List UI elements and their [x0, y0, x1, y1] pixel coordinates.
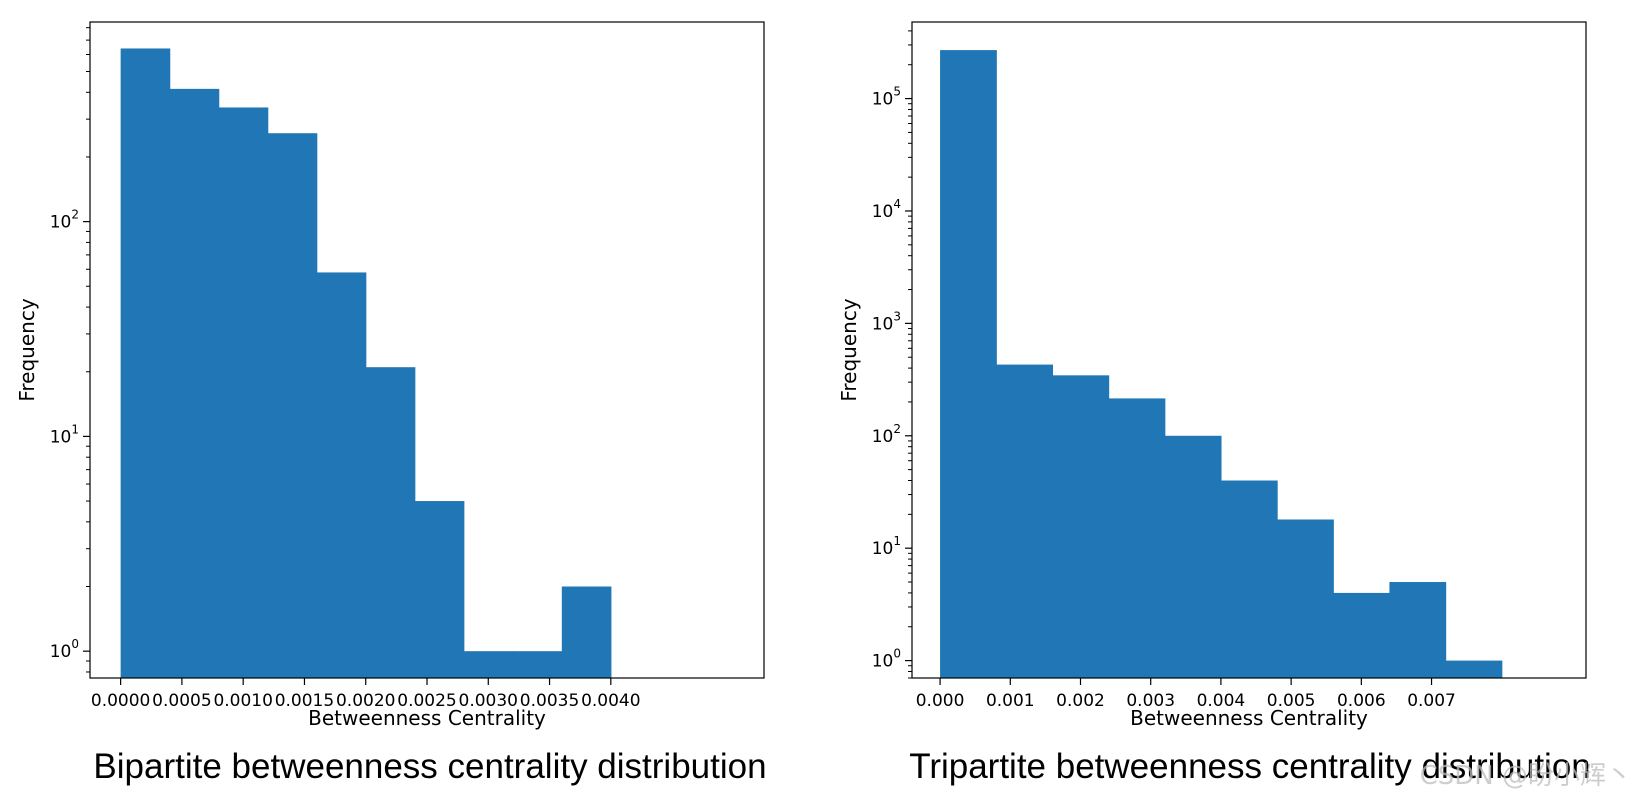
histogram-bar	[1277, 519, 1334, 678]
y-tick-label: 100	[872, 647, 901, 672]
histogram-bar	[169, 88, 220, 679]
chart-caption: Bipartite betweenness centrality distrib…	[93, 747, 766, 786]
x-tick-label: 0.0015	[275, 691, 334, 711]
x-tick-label: 0.0000	[91, 691, 150, 711]
x-tick-label: 0.002	[1056, 691, 1105, 711]
y-axis-label: Frequency	[837, 298, 861, 401]
x-tick-label: 0.0030	[459, 691, 518, 711]
y-tick-label: 102	[50, 208, 79, 233]
histogram-bar	[1164, 435, 1222, 678]
x-tick-label: 0.006	[1337, 691, 1386, 711]
x-tick-label: 0.001	[986, 691, 1035, 711]
histogram-bar	[267, 133, 318, 678]
y-tick-label: 101	[50, 422, 79, 447]
chart-caption: Tripartite betweenness centrality distri…	[909, 747, 1591, 786]
y-tick-label: 103	[872, 309, 901, 334]
histogram-bar	[512, 651, 563, 678]
y-tick-label: 100	[50, 637, 79, 662]
watermark: CSDN @盼小辉丶	[1420, 761, 1632, 791]
histogram-bar	[940, 50, 997, 678]
y-tick-label: 105	[872, 85, 901, 110]
x-tick-label: 0.0005	[152, 691, 211, 711]
chart-tripartite: 100 101 102 103 104 105 0.000 0.001 0.002 0.003 0.…	[837, 21, 1591, 786]
histogram-bar	[365, 367, 416, 678]
histogram-bar	[218, 107, 269, 679]
x-tick-label: 0.005	[1267, 691, 1316, 711]
histogram-bar	[1389, 582, 1447, 678]
x-tick-label: 0.004	[1197, 691, 1246, 711]
x-tick-label: 0.0035	[520, 691, 579, 711]
y-tick-label: 101	[872, 534, 901, 559]
histogram-bar	[1052, 375, 1110, 678]
histogram-bar	[414, 501, 465, 678]
y-axis-label: Frequency	[15, 298, 39, 401]
histogram-bar	[1445, 660, 1503, 678]
histogram-bar	[996, 364, 1054, 678]
x-tick-label: 0.0020	[336, 691, 395, 711]
x-tick-label: 0.007	[1407, 691, 1456, 711]
histogram-bar	[1108, 398, 1166, 678]
x-tick-label: 0.0040	[581, 691, 640, 711]
histogram-bar	[463, 651, 514, 678]
y-tick-label: 102	[872, 422, 901, 447]
x-tick-label: 0.0025	[397, 691, 456, 711]
histogram-bar	[561, 586, 612, 678]
x-tick-label: 0.003	[1126, 691, 1175, 711]
x-axis-label: Betweenness Centrality	[1130, 706, 1368, 730]
x-tick-label: 0.0010	[213, 691, 272, 711]
histogram-bar	[316, 272, 367, 678]
histogram-bar	[1333, 592, 1391, 678]
histogram-bar	[120, 48, 171, 679]
x-axis-label: Betweenness Centrality	[308, 706, 546, 730]
plot-frame	[911, 21, 1587, 679]
y-tick-label: 104	[872, 197, 901, 222]
histogram-bar	[1220, 480, 1278, 678]
x-tick-label: 0.000	[916, 691, 965, 711]
